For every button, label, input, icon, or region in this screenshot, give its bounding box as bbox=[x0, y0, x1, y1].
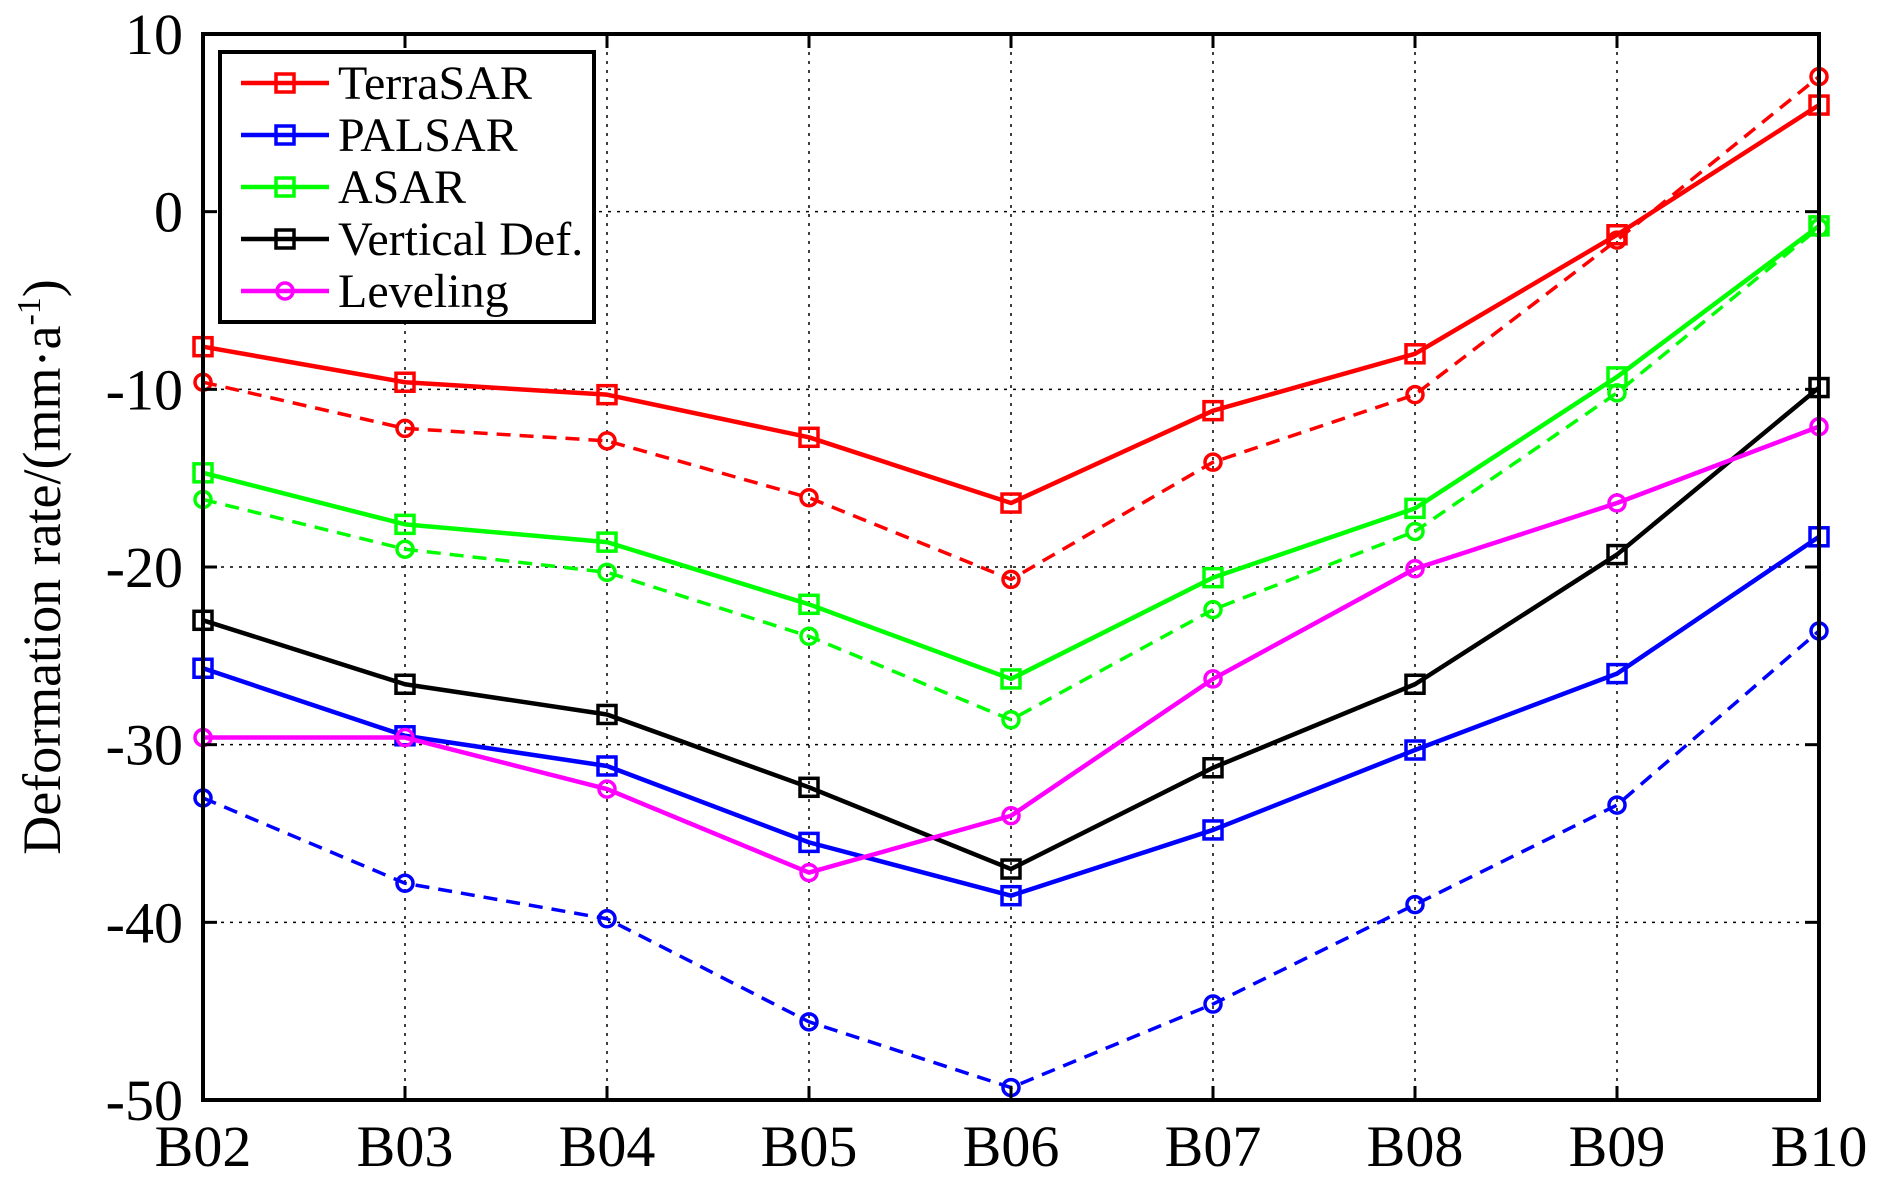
data-point bbox=[1000, 884, 1022, 907]
y-tick-label: -40 bbox=[106, 890, 183, 955]
data-point bbox=[798, 426, 820, 449]
legend-marker bbox=[274, 124, 296, 146]
data-point bbox=[1404, 343, 1426, 365]
data-point bbox=[1405, 384, 1425, 405]
data-point bbox=[799, 487, 819, 508]
legend-entry: ASAR bbox=[241, 161, 466, 214]
data-point bbox=[395, 727, 415, 748]
y-tick-label: 0 bbox=[154, 180, 183, 245]
data-point bbox=[395, 539, 415, 559]
data-point bbox=[1404, 673, 1426, 696]
legend-label: PALSAR bbox=[338, 109, 518, 162]
x-tick-label: B09 bbox=[1569, 1114, 1666, 1179]
data-point bbox=[1203, 452, 1223, 472]
x-tick-label: B08 bbox=[1367, 1114, 1464, 1179]
series-line bbox=[202, 75, 1821, 582]
data-point bbox=[1202, 757, 1224, 779]
data-point bbox=[1001, 569, 1021, 590]
data-point bbox=[394, 513, 416, 536]
x-tick-label: B06 bbox=[963, 1114, 1060, 1179]
series-line bbox=[202, 385, 1821, 872]
data-point bbox=[395, 418, 415, 439]
data-point bbox=[1203, 599, 1223, 620]
data-point bbox=[1607, 795, 1627, 815]
series-lines bbox=[192, 66, 1830, 1098]
y-tick-label: -50 bbox=[106, 1068, 183, 1133]
data-point bbox=[799, 862, 819, 883]
data-point bbox=[1607, 493, 1627, 513]
data-point bbox=[1404, 497, 1426, 520]
legend-marker bbox=[275, 281, 295, 301]
x-tick-label: B07 bbox=[1165, 1114, 1262, 1179]
series-0 bbox=[192, 94, 1830, 514]
x-tick-label: B05 bbox=[761, 1114, 858, 1179]
data-point bbox=[596, 755, 618, 777]
series-line bbox=[202, 103, 1821, 506]
data-point bbox=[1606, 366, 1628, 388]
x-tick-label: B04 bbox=[559, 1114, 656, 1179]
data-point bbox=[597, 779, 617, 799]
data-point bbox=[1202, 819, 1224, 841]
data-point bbox=[597, 431, 617, 451]
series-line bbox=[202, 534, 1821, 898]
data-point bbox=[1001, 805, 1021, 826]
y-tick-label: -20 bbox=[106, 535, 183, 600]
data-point bbox=[395, 873, 415, 893]
y-tick-label: -30 bbox=[106, 713, 183, 778]
data-point bbox=[1405, 894, 1425, 915]
x-tick-label: B02 bbox=[155, 1114, 252, 1179]
legend-label: Leveling bbox=[338, 265, 509, 318]
legend-label: ASAR bbox=[338, 161, 466, 214]
y-tick-label: -10 bbox=[106, 357, 183, 422]
data-point bbox=[799, 626, 819, 647]
legend-label: TerraSAR bbox=[338, 57, 532, 110]
series-line bbox=[203, 424, 1820, 875]
data-point bbox=[596, 531, 618, 553]
legend-entry: Leveling bbox=[241, 265, 509, 318]
data-point bbox=[597, 909, 617, 929]
data-point bbox=[1000, 668, 1022, 690]
y-axis-title-close: ) bbox=[12, 279, 72, 297]
y-tick-label: 10 bbox=[125, 2, 183, 67]
legend-entry: PALSAR bbox=[241, 109, 518, 162]
data-point bbox=[1202, 566, 1224, 589]
legend-marker bbox=[274, 228, 296, 250]
y-axis-title: Deformation rate/(mm·a-1) bbox=[11, 279, 72, 855]
data-point bbox=[1405, 559, 1425, 579]
data-point bbox=[1001, 710, 1021, 730]
data-point bbox=[1606, 662, 1628, 685]
legend-entry: Vertical Def. bbox=[241, 213, 583, 266]
data-point bbox=[596, 383, 618, 406]
data-point bbox=[1404, 739, 1426, 761]
data-point bbox=[798, 831, 820, 854]
data-point bbox=[1606, 224, 1628, 246]
data-point bbox=[596, 703, 618, 726]
data-point bbox=[394, 371, 416, 393]
data-point bbox=[394, 673, 416, 696]
series-line bbox=[202, 224, 1821, 682]
legend-marker bbox=[274, 72, 296, 94]
x-tick-label: B03 bbox=[357, 1114, 454, 1179]
legend-marker bbox=[274, 176, 296, 198]
y-axis-title-superscript: -1 bbox=[11, 297, 48, 325]
data-point bbox=[1203, 994, 1223, 1014]
data-point bbox=[597, 562, 617, 583]
data-point bbox=[1202, 399, 1224, 422]
data-point bbox=[798, 593, 820, 616]
x-tick-label: B10 bbox=[1771, 1114, 1868, 1179]
legend-entry: TerraSAR bbox=[241, 57, 532, 110]
data-point bbox=[1000, 492, 1022, 514]
data-point bbox=[1000, 858, 1022, 880]
data-point bbox=[799, 1012, 819, 1032]
data-point bbox=[798, 776, 820, 799]
legend-label: Vertical Def. bbox=[338, 213, 583, 266]
series-line bbox=[202, 226, 1821, 722]
data-point bbox=[1405, 521, 1425, 542]
axis-ticks: B02 B03 B04 B05 B06 B07 B08 B09 B10 10 0 -10 -20 -30 -… bbox=[106, 2, 1868, 1179]
data-point bbox=[1203, 669, 1223, 689]
data-point bbox=[1606, 543, 1628, 566]
series-4 bbox=[193, 416, 1829, 883]
